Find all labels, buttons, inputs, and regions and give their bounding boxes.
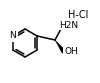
Text: OH: OH	[64, 46, 78, 56]
Text: N: N	[10, 32, 16, 41]
Polygon shape	[55, 40, 66, 53]
Text: H2N: H2N	[59, 21, 79, 29]
Text: H-Cl: H-Cl	[68, 10, 88, 20]
